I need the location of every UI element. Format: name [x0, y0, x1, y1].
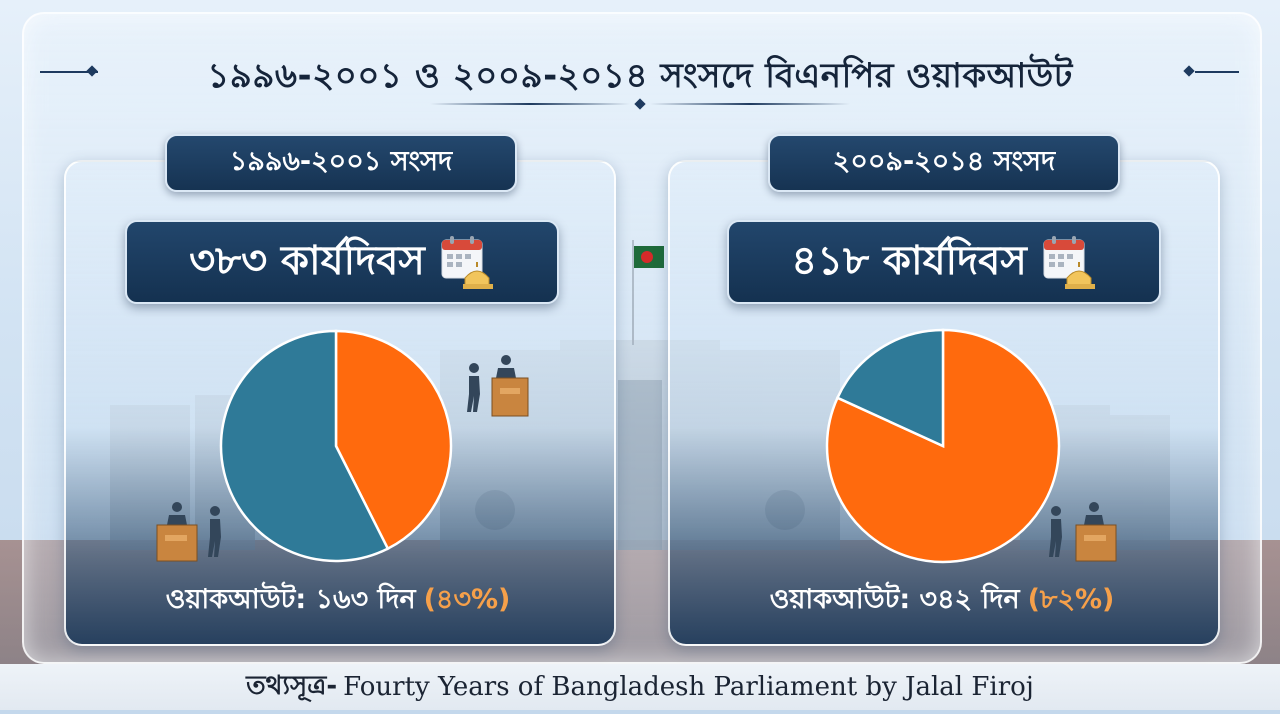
- walkout-summary-2009-2014: ওয়াকআউট: ৩৪২ দিন (৮২%): [668, 576, 1216, 626]
- source-label: তথ্যসূত্র-: [246, 671, 338, 701]
- walkout-days-label: ওয়াকআউট: ৩৪২ দিন: [769, 583, 1020, 615]
- title-left-line: [40, 71, 98, 73]
- walking-person-icon: [1049, 502, 1117, 562]
- working-days-box-2009-2014: ৪১৮ কার্যদিবস: [727, 220, 1161, 304]
- walkout-percent-label: (৮২%): [1027, 583, 1115, 615]
- walkout-percent-label: (৪৩%): [423, 583, 511, 615]
- calendar-parliament-icon: [1043, 236, 1095, 289]
- title-underline-right: [650, 103, 850, 105]
- page-title: ১৯৯৬-২০০১ ও ২০০৯-২০১৪ সংসদে বিএনপির ওয়া…: [207, 56, 1073, 96]
- bangladesh-flag-icon: [634, 246, 664, 268]
- source-caption: তথ্যসূত্র- Fourty Years of Bangladesh Pa…: [0, 664, 1280, 710]
- pie-chart-2009-2014: [825, 328, 1061, 564]
- speaker-podium-icon: [467, 355, 529, 417]
- title-right-line: [1195, 71, 1239, 73]
- working-days-label: ৪১৮ কার্যদিবস: [791, 237, 1027, 284]
- pie-chart-1996-2001: [219, 329, 453, 563]
- period-label-1996-2001: ১৯৯৬-২০০১ সংসদ: [165, 134, 517, 192]
- walkout-summary-1996-2001: ওয়াকআউট: ১৬৩ দিন (৪৩%): [64, 576, 612, 626]
- source-text: Fourty Years of Bangladesh Parliament by…: [343, 672, 1034, 702]
- calendar-parliament-icon: [441, 236, 493, 289]
- title-underline-left: [430, 103, 630, 105]
- pie-slice-walkout: [334, 329, 453, 551]
- pie-slice-other: [219, 329, 390, 563]
- working-days-label: ৩৮৩ কার্যদিবস: [189, 237, 425, 284]
- pie-slice-other: [835, 328, 945, 448]
- walkout-days-label: ওয়াকআউট: ১৬৩ দিন: [165, 583, 416, 615]
- period-label-2009-2014: ২০০৯-২০১৪ সংসদ: [768, 134, 1120, 192]
- walking-person-icon: [156, 502, 221, 562]
- working-days-box-1996-2001: ৩৮৩ কার্যদিবস: [125, 220, 559, 304]
